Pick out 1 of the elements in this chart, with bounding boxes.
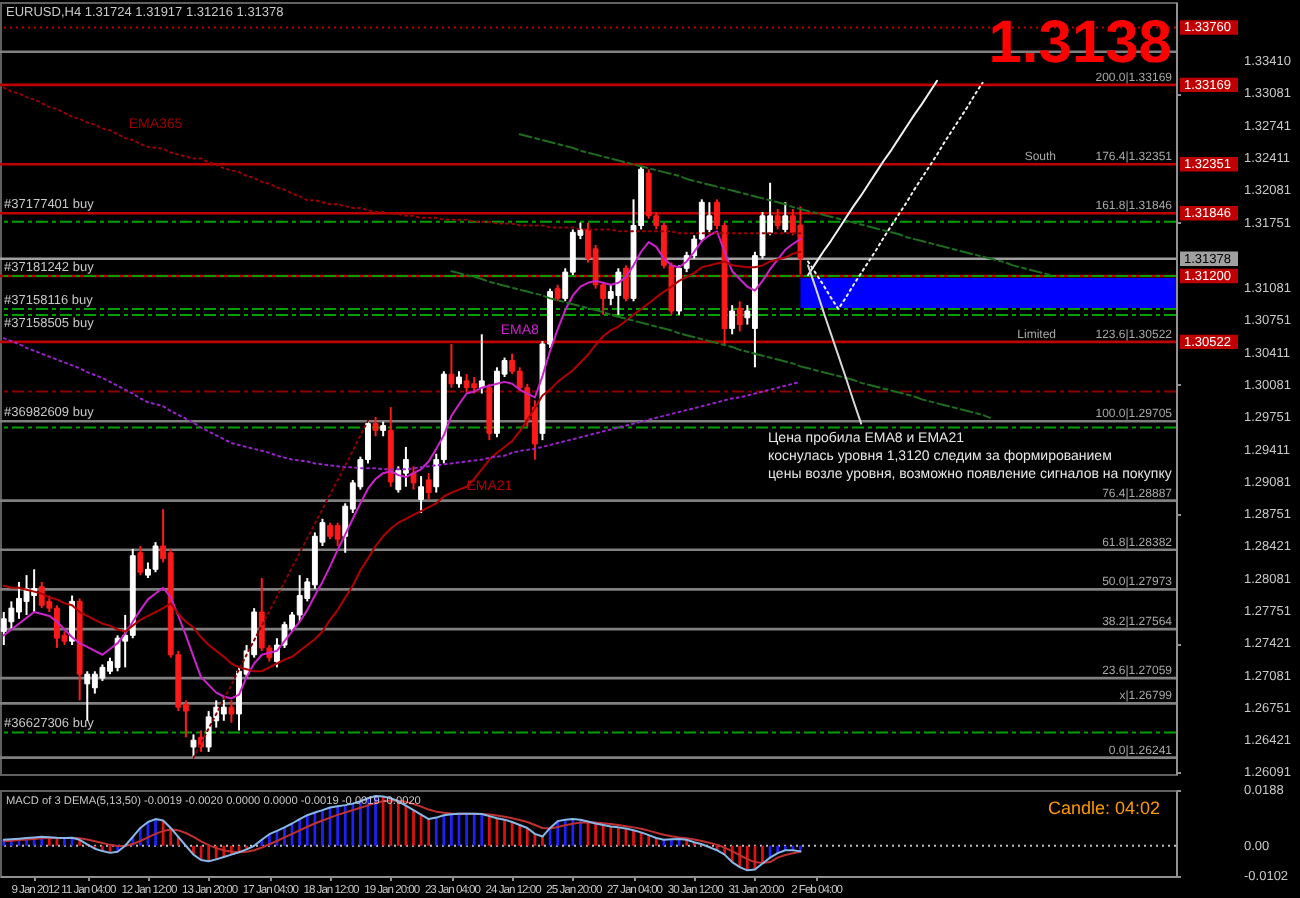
annotation: Candle: 04:02 xyxy=(1047,798,1160,818)
